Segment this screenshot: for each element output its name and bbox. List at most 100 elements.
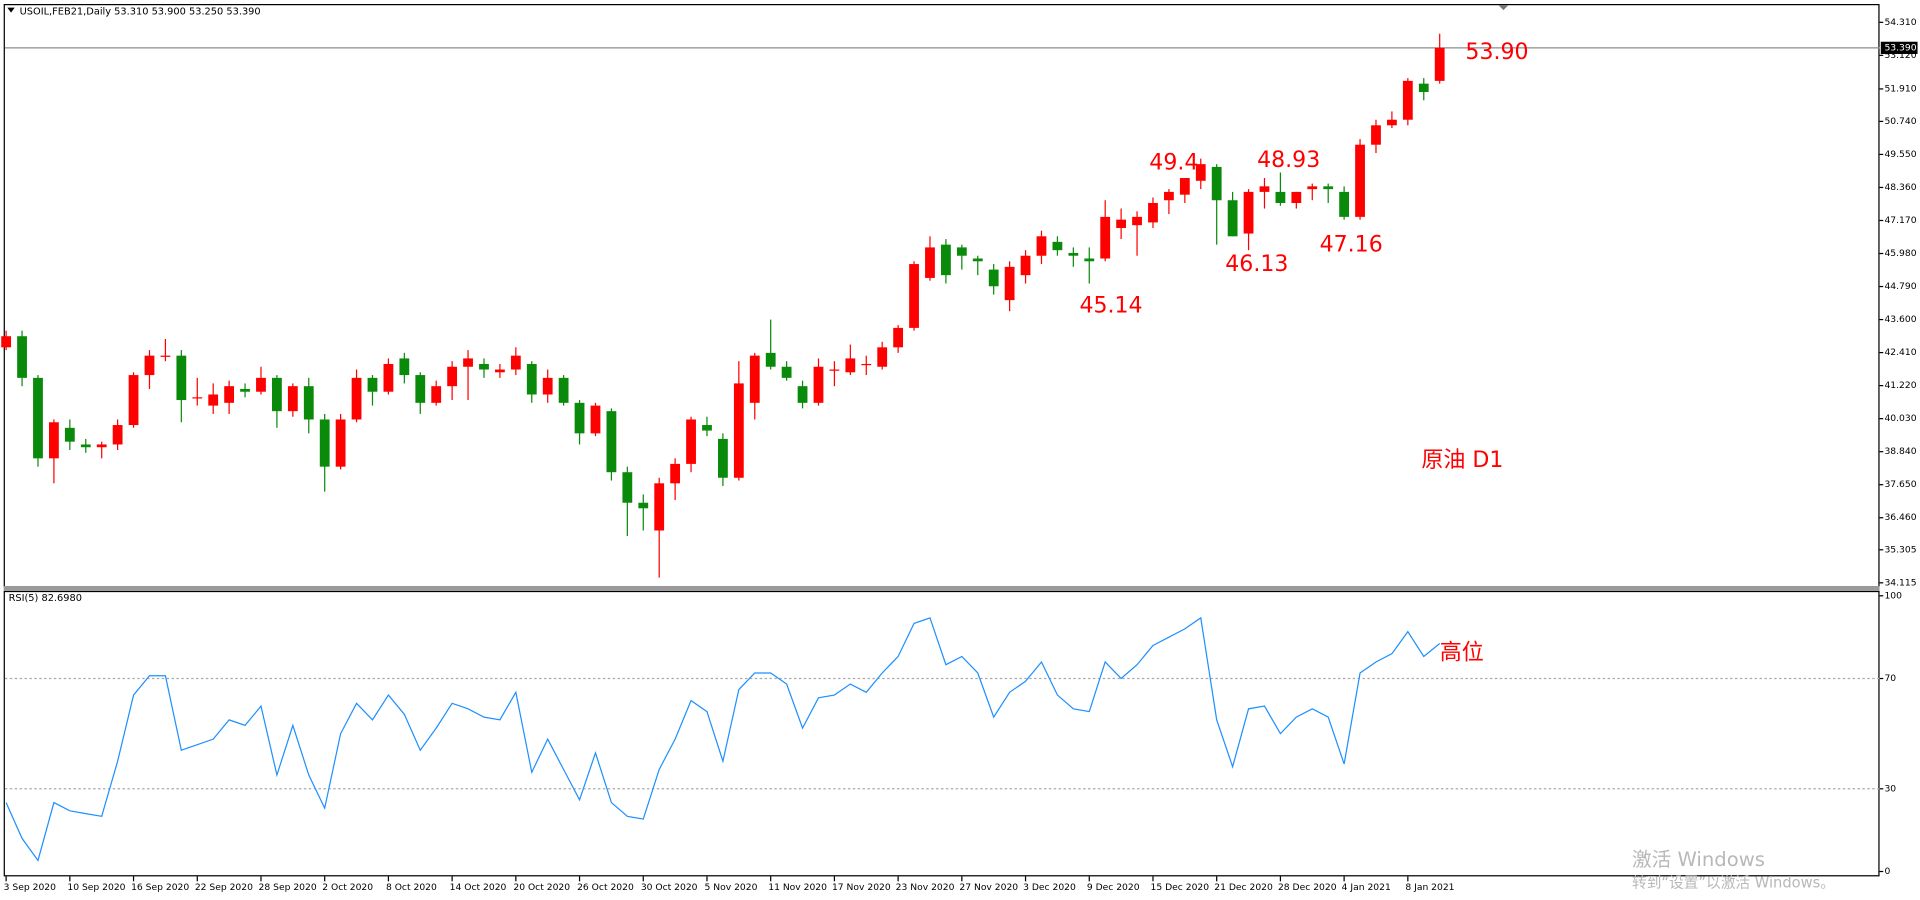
candle-body (526, 363, 537, 395)
candle-body (80, 444, 91, 448)
y-tick-label: 45.980 (1884, 248, 1916, 259)
x-tick-label: 3 Dec 2020 (1023, 882, 1076, 893)
candle-body (287, 386, 298, 412)
candle-body (558, 377, 569, 403)
candle-body (49, 422, 59, 459)
candle-body (1387, 119, 1397, 126)
candle-body (463, 358, 473, 367)
annotation: 49.4 (1149, 150, 1198, 175)
y-tick-label: 49.550 (1884, 149, 1916, 160)
candle-body (654, 483, 665, 531)
y-tick-label: 37.650 (1884, 479, 1916, 490)
y-tick-label: 36.460 (1884, 512, 1916, 523)
candle-body (718, 438, 728, 478)
candle-body (1371, 125, 1381, 145)
candle-body (112, 425, 123, 445)
candle-body (1148, 202, 1158, 223)
y-tick-label: 70 (1884, 673, 1896, 684)
candle-body (479, 363, 489, 370)
candle-body (749, 355, 760, 403)
candle-body (1100, 216, 1111, 259)
candle-body (1052, 241, 1063, 251)
y-tick-label: 51.910 (1884, 83, 1916, 94)
candle-body (1068, 252, 1079, 256)
candle-body (590, 405, 601, 434)
x-tick-label: 27 Nov 2020 (959, 882, 1018, 893)
x-tick-label: 30 Oct 2020 (641, 882, 698, 893)
candle-body (128, 375, 139, 426)
candle-body (1004, 266, 1015, 301)
y-tick-label: 35.305 (1884, 544, 1916, 555)
chart-title: USOIL,FEB21,Daily 53.310 53.900 53.250 5… (20, 6, 261, 17)
candle-body (160, 355, 171, 357)
x-tick-label: 20 Oct 2020 (513, 882, 570, 893)
candle-body (272, 377, 282, 412)
x-tick-label: 11 Nov 2020 (768, 882, 827, 893)
candle-body (1211, 166, 1222, 201)
candle-body (1355, 144, 1365, 217)
x-tick-label: 10 Sep 2020 (67, 882, 125, 893)
annotation: 46.13 (1225, 252, 1288, 277)
x-tick-label: 8 Jan 2021 (1405, 882, 1454, 893)
candle-body (431, 386, 442, 403)
candle-body (733, 383, 744, 478)
candle-body (1, 336, 12, 348)
x-tick-label: 9 Dec 2020 (1087, 882, 1140, 893)
candle-body (909, 264, 919, 328)
candle-body (256, 377, 266, 392)
candle-body (893, 327, 904, 348)
candle-body (670, 463, 681, 484)
candle-body (1434, 47, 1445, 81)
y-tick-label: 53.120 (1884, 50, 1916, 61)
y-tick-label: 38.840 (1884, 446, 1916, 457)
candle-body (176, 355, 187, 401)
candle-body (542, 377, 553, 395)
x-tick-label: 17 Nov 2020 (832, 882, 891, 893)
candle-body (399, 358, 410, 376)
candle-body (941, 244, 951, 276)
candle-body (686, 419, 696, 464)
x-tick-label: 21 Dec 2020 (1214, 882, 1273, 893)
watermark-title: 激活 Windows (1632, 848, 1765, 871)
candle-body (956, 247, 967, 256)
x-tick-label: 14 Oct 2020 (450, 882, 507, 893)
x-tick-label: 28 Dec 2020 (1278, 882, 1337, 893)
candle-body (367, 377, 378, 392)
annotation: 45.14 (1079, 294, 1142, 319)
candle-body (1179, 178, 1190, 195)
rsi-title: RSI(5) 82.6980 (9, 593, 82, 604)
candle-body (415, 375, 426, 403)
y-tick-label: 43.600 (1884, 314, 1916, 325)
candle-body (1275, 191, 1286, 203)
annotation: 高位 (1440, 640, 1484, 665)
current-price-label: 53.390 (1884, 42, 1916, 53)
candle-body (1402, 80, 1413, 120)
candle-body (1259, 186, 1270, 192)
candle-body (1116, 219, 1127, 228)
candle-body (1339, 191, 1350, 217)
candle-body (208, 394, 219, 406)
annotation: 47.16 (1320, 232, 1383, 257)
x-tick-label: 16 Sep 2020 (131, 882, 189, 893)
y-tick-label: 34.115 (1884, 577, 1916, 588)
x-tick-label: 4 Jan 2021 (1342, 882, 1391, 893)
candle-body (1195, 164, 1206, 181)
candle-body (972, 258, 983, 262)
candle-body (319, 419, 330, 467)
candle-body (1227, 200, 1238, 237)
candle-body (495, 369, 505, 373)
candle-body (606, 411, 617, 473)
pane-separator (3, 586, 1880, 591)
menu-arrow[interactable] (7, 7, 15, 13)
candle-body (622, 472, 633, 503)
y-tick-label: 50.740 (1884, 116, 1916, 127)
rsi-line (5, 616, 1441, 862)
x-tick-label: 15 Dec 2020 (1151, 882, 1210, 893)
candle-body (877, 347, 888, 367)
candle-body (1132, 216, 1142, 226)
y-tick-label: 30 (1884, 783, 1896, 794)
candle-body (845, 358, 856, 373)
annotation: 原油 D1 (1421, 448, 1503, 473)
